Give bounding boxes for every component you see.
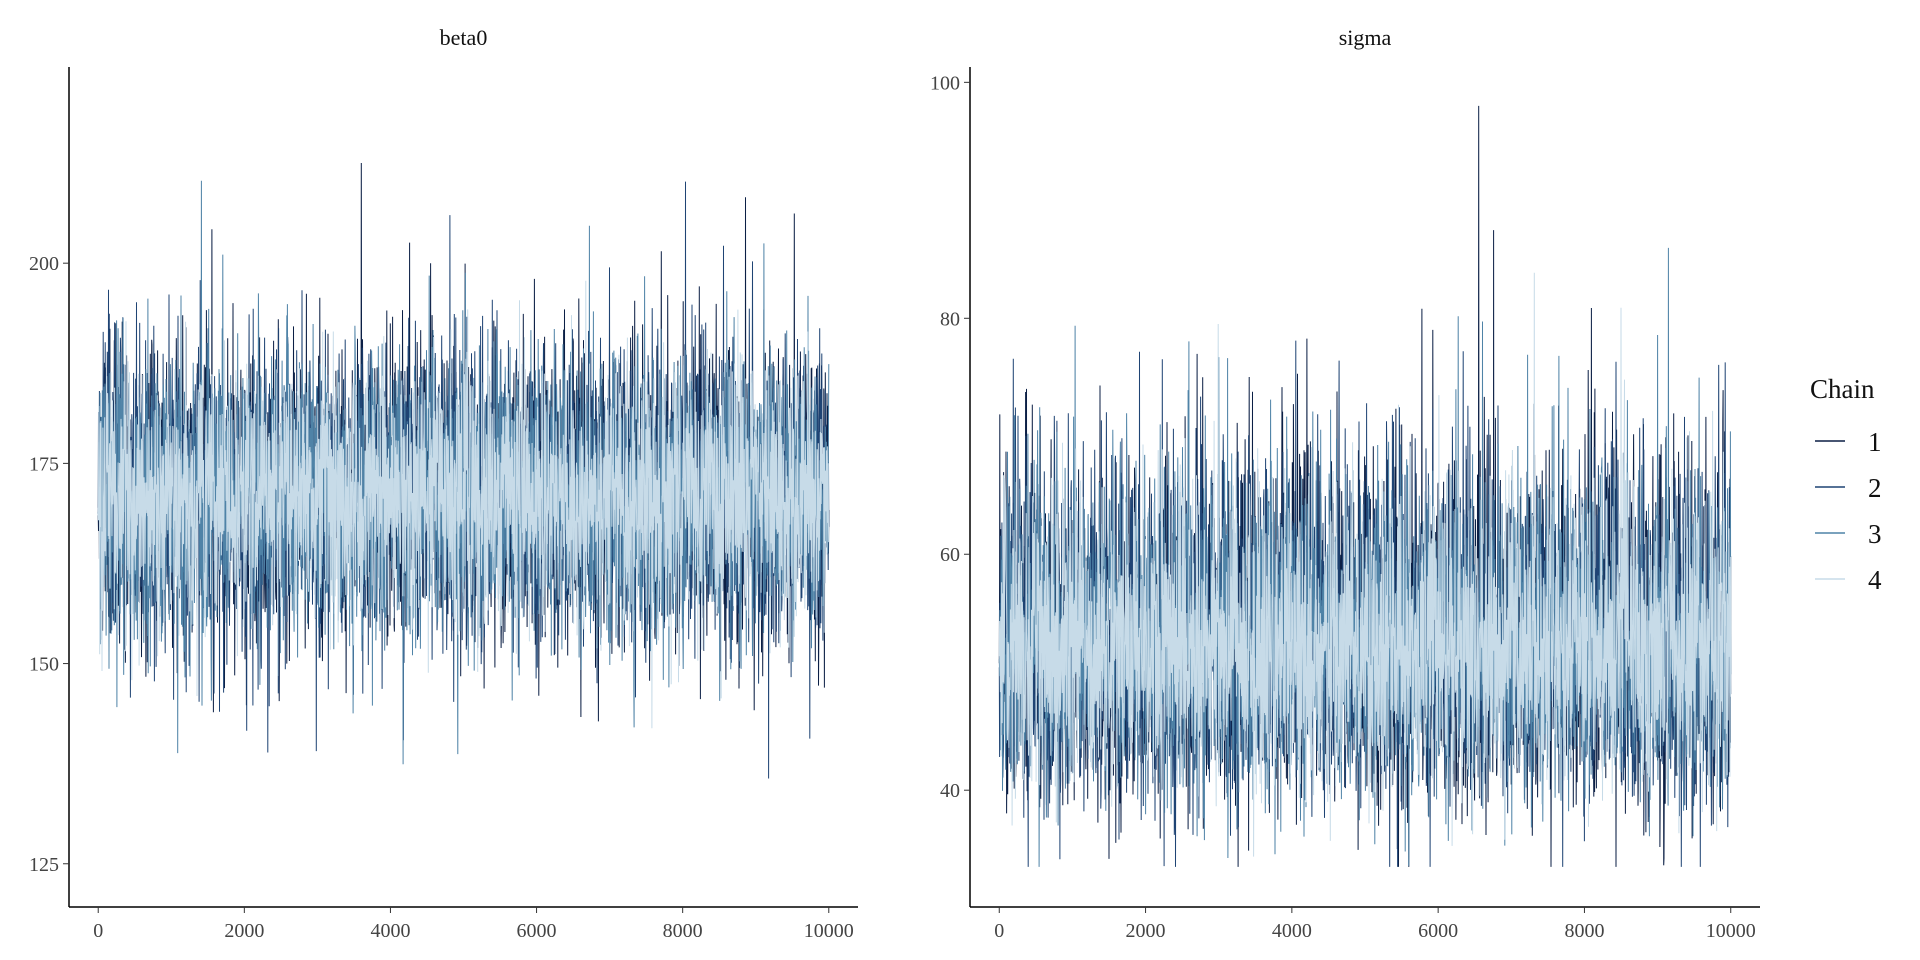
y-tick-label: 100 [930, 72, 960, 94]
legend-label-2: 2 [1868, 473, 1882, 503]
legend-label-4: 4 [1868, 565, 1882, 595]
panel-beta0: beta0 0 2000 4000 6000 8000 10000 125 150 175 200 [29, 25, 858, 942]
series-chain-4 [998, 272, 1732, 857]
x-tick-label: 10000 [1706, 920, 1756, 942]
legend-item-3: 3 [1815, 519, 1882, 549]
y-tick-label: 150 [29, 654, 59, 676]
x-tick-label: 10000 [804, 920, 854, 942]
x-tick-label: 8000 [663, 920, 703, 942]
y-tick-label: 40 [940, 780, 960, 802]
series-chain-4 [97, 280, 830, 729]
x-tick-label: 0 [994, 920, 1004, 942]
x-tick-label: 4000 [1272, 920, 1312, 942]
legend-title: Chain [1810, 374, 1875, 404]
x-tick-label: 2000 [224, 920, 264, 942]
legend-label-1: 1 [1868, 427, 1882, 457]
legend: Chain 1 2 3 4 [1810, 374, 1882, 595]
legend-item-4: 4 [1815, 565, 1882, 595]
legend-item-1: 1 [1815, 427, 1882, 457]
panel-sigma: sigma 0 2000 4000 6000 8000 10000 40 60 80 100 [930, 25, 1760, 942]
legend-item-2: 2 [1815, 473, 1882, 503]
x-tick-label: 8000 [1564, 920, 1604, 942]
y-tick-label: 200 [29, 253, 59, 275]
y-tick-label: 60 [940, 544, 960, 566]
y-tick-label: 175 [29, 453, 59, 475]
y-tick-label: 125 [29, 854, 59, 876]
x-tick-label: 4000 [370, 920, 410, 942]
x-tick-label: 0 [93, 920, 103, 942]
x-tick-label: 2000 [1126, 920, 1166, 942]
legend-label-3: 3 [1868, 519, 1882, 549]
panel-title: beta0 [440, 25, 488, 50]
y-tick-label: 80 [940, 308, 960, 330]
panel-title: sigma [1339, 25, 1392, 50]
x-tick-label: 6000 [1418, 920, 1458, 942]
x-tick-label: 6000 [517, 920, 557, 942]
